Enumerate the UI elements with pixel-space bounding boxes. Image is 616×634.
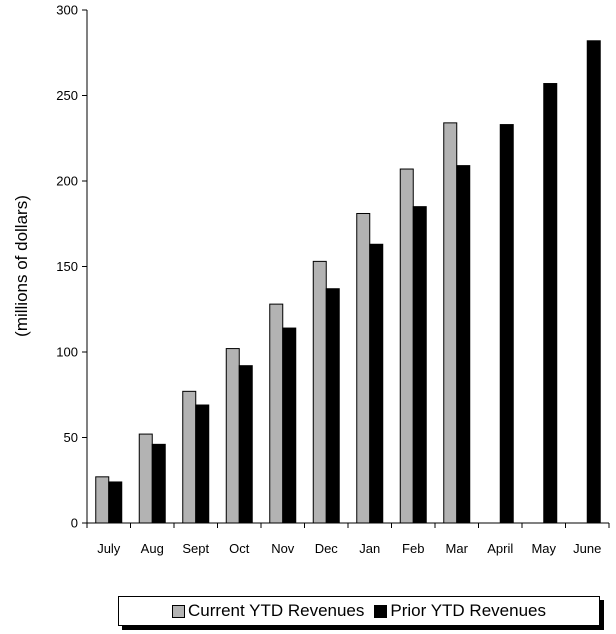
- bar-current-feb: [399, 168, 414, 524]
- x-tick-label: Feb: [402, 541, 424, 556]
- bar-current-dec: [312, 260, 327, 524]
- legend-label-current: Current YTD Revenues: [188, 601, 365, 620]
- bar-prior-may: [543, 83, 558, 524]
- bar-current-aug: [138, 433, 153, 524]
- bar-current-july: [95, 476, 110, 524]
- bar-current-sept: [182, 390, 197, 524]
- x-tick-label: Jan: [359, 541, 380, 556]
- y-tick-label: 200: [56, 174, 78, 189]
- x-tick-label: Dec: [315, 541, 339, 556]
- x-tick-label: Sept: [182, 541, 209, 556]
- x-tick-label: May: [531, 541, 556, 556]
- x-tick-label: Nov: [271, 541, 295, 556]
- bar-current-oct: [225, 348, 240, 524]
- bar-prior-june: [586, 40, 601, 524]
- bar-prior-aug: [151, 443, 166, 524]
- legend: Current YTD Revenues Prior YTD Revenues: [118, 596, 604, 630]
- y-ticks-group: 0 50 100 150 200 250 300: [56, 3, 87, 531]
- x-tick-label: July: [97, 541, 121, 556]
- bar-prior-feb: [412, 206, 427, 524]
- legend-box: Current YTD Revenues Prior YTD Revenues: [118, 596, 600, 626]
- legend-swatch-current: [172, 604, 186, 618]
- legend-label-prior: Prior YTD Revenues: [390, 601, 546, 620]
- bar-prior-july: [108, 481, 123, 524]
- y-tick-label: 150: [56, 259, 78, 274]
- legend-item-prior: Prior YTD Revenues: [374, 601, 546, 621]
- bar-current-nov: [269, 303, 284, 524]
- bar-prior-mar: [456, 165, 471, 524]
- x-tick-label: June: [573, 541, 601, 556]
- bar-current-jan: [356, 212, 371, 524]
- bar-prior-sept: [195, 404, 210, 524]
- bar-current-mar: [443, 122, 458, 524]
- y-tick-label: 250: [56, 88, 78, 103]
- y-tick-label: 100: [56, 345, 78, 360]
- y-tick-label: 300: [56, 3, 78, 18]
- bar-prior-oct: [238, 365, 253, 524]
- legend-item-current: Current YTD Revenues: [172, 601, 364, 621]
- x-tick-label: April: [487, 541, 513, 556]
- bar-prior-dec: [325, 288, 340, 524]
- bar-prior-jan: [369, 243, 384, 524]
- y-tick-label: 50: [64, 430, 78, 445]
- legend-swatch-prior: [374, 604, 388, 618]
- y-axis-title: (millions of dollars): [12, 195, 31, 337]
- x-tick-label: Mar: [446, 541, 469, 556]
- bars-group: [95, 40, 601, 524]
- x-ticks-group: July Aug Sept Oct Nov Dec Jan Feb Mar April May Jun…: [86, 523, 610, 556]
- bar-prior-april: [499, 124, 514, 524]
- x-tick-label: Aug: [141, 541, 164, 556]
- y-tick-label: 0: [71, 516, 78, 531]
- bar-prior-nov: [282, 327, 297, 524]
- x-tick-label: Oct: [229, 541, 250, 556]
